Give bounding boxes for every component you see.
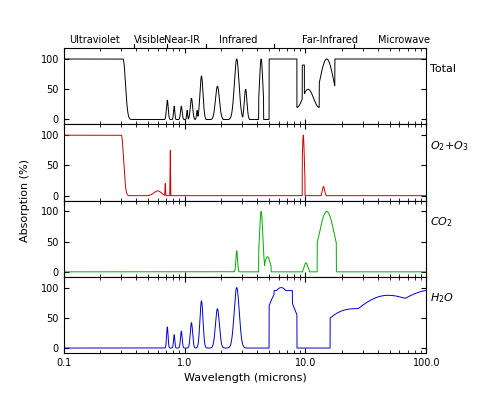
Text: Infrared: Infrared [220, 35, 258, 45]
Text: $O_2$+$O_3$: $O_2$+$O_3$ [430, 139, 468, 152]
Text: Visible: Visible [134, 35, 166, 45]
Text: $CO_2$: $CO_2$ [430, 215, 453, 229]
Text: Far-Infrared: Far-Infrared [302, 35, 358, 45]
Text: $H_2O$: $H_2O$ [430, 291, 454, 305]
Text: Absorption (%): Absorption (%) [20, 159, 29, 242]
Text: Ultraviolet: Ultraviolet [69, 35, 120, 45]
X-axis label: Wavelength (microns): Wavelength (microns) [184, 373, 306, 383]
Text: Total: Total [430, 65, 456, 75]
Text: Near-IR: Near-IR [164, 35, 200, 45]
Text: Microwave: Microwave [378, 35, 430, 45]
